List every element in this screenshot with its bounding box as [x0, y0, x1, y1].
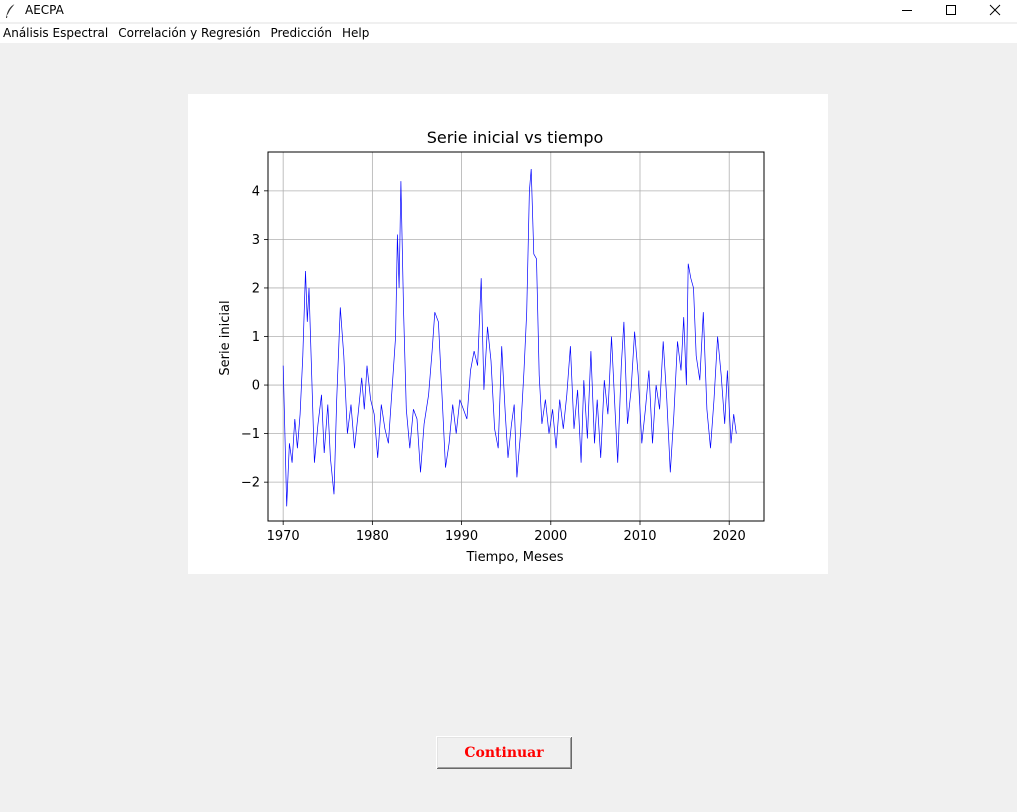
x-tick-label: 2000 — [534, 529, 567, 544]
y-tick-label: 0 — [252, 379, 260, 394]
y-axis-label: Serie inicial — [218, 300, 233, 375]
minimize-button[interactable] — [884, 0, 930, 20]
chart-grid — [268, 152, 764, 521]
menu-help[interactable]: Help — [341, 26, 370, 40]
y-tick-label: −1 — [241, 427, 260, 442]
x-tick-label: 1970 — [267, 529, 300, 544]
menu-bar: Análisis Espectral Correlación y Regresi… — [0, 24, 1017, 43]
x-axis-label: Tiempo, Meses — [465, 550, 563, 565]
x-tick-label: 2020 — [713, 529, 746, 544]
x-tick-label: 1980 — [356, 529, 389, 544]
y-tick-label: −2 — [241, 476, 260, 491]
y-tick-label: 3 — [252, 233, 260, 248]
maximize-button[interactable] — [928, 0, 974, 20]
continue-button[interactable]: Continuar — [436, 736, 572, 769]
line-chart: 1970 1980 1990 2000 2010 2020 −2 −1 0 1 2 3 4 Serie … — [218, 128, 765, 565]
x-tick-label: 1990 — [445, 529, 478, 544]
x-tick-label: 2010 — [623, 529, 656, 544]
menu-analisis-espectral[interactable]: Análisis Espectral — [3, 26, 109, 40]
minimize-icon — [902, 10, 912, 11]
chart-panel: 1970 1980 1990 2000 2010 2020 −2 −1 0 1 2 3 4 Serie … — [188, 94, 828, 574]
close-icon — [989, 4, 1001, 16]
y-tick-label: 2 — [252, 281, 260, 296]
y-tick-label: 4 — [252, 184, 260, 199]
menu-prediccion[interactable]: Predicción — [270, 26, 332, 40]
feather-icon — [6, 3, 16, 18]
chart-ticks: 1970 1980 1990 2000 2010 2020 −2 −1 0 1 2 3 4 — [241, 184, 746, 544]
chart-title: Serie inicial vs tiempo — [427, 128, 604, 147]
close-button[interactable] — [972, 0, 1017, 20]
window-title: AECPA — [25, 3, 64, 17]
title-bar: AECPA — [0, 0, 1017, 22]
menu-correlacion-regresion[interactable]: Correlación y Regresión — [118, 26, 261, 40]
series-line — [282, 168, 737, 507]
maximize-icon — [946, 5, 956, 15]
y-tick-label: 1 — [252, 330, 260, 345]
